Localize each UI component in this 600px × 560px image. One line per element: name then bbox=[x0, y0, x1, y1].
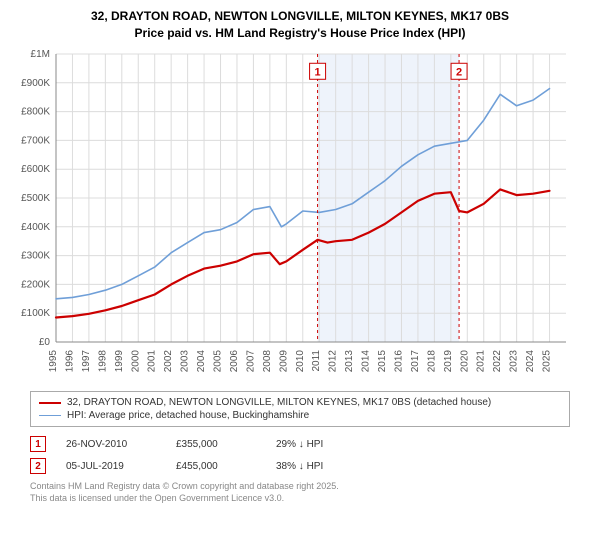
x-tick-label: 1999 bbox=[114, 350, 125, 373]
x-tick-label: 2024 bbox=[525, 350, 536, 373]
y-tick-label: £500K bbox=[21, 193, 50, 204]
transaction-row: 1 26-NOV-2010 £355,000 29% ↓ HPI bbox=[30, 433, 570, 455]
x-tick-label: 1998 bbox=[97, 350, 108, 373]
x-tick-label: 2006 bbox=[229, 350, 240, 373]
transaction-marker-number: 2 bbox=[456, 66, 462, 78]
legend-label: 32, DRAYTON ROAD, NEWTON LONGVILLE, MILT… bbox=[67, 397, 491, 408]
y-tick-label: £200K bbox=[21, 280, 50, 291]
x-tick-label: 2022 bbox=[492, 350, 503, 373]
transaction-price: £355,000 bbox=[176, 439, 256, 450]
x-tick-label: 2005 bbox=[213, 350, 224, 373]
x-tick-label: 2020 bbox=[459, 350, 470, 373]
x-tick-label: 2002 bbox=[163, 350, 174, 373]
y-tick-label: £0 bbox=[39, 337, 51, 348]
legend-item: 32, DRAYTON ROAD, NEWTON LONGVILLE, MILT… bbox=[39, 396, 561, 409]
chart-container: 32, DRAYTON ROAD, NEWTON LONGVILLE, MILT… bbox=[0, 0, 600, 505]
y-tick-label: £600K bbox=[21, 164, 50, 175]
x-tick-label: 1997 bbox=[81, 350, 92, 373]
legend-item: HPI: Average price, detached house, Buck… bbox=[39, 409, 561, 422]
x-tick-label: 2012 bbox=[328, 350, 339, 373]
x-tick-label: 2013 bbox=[344, 350, 355, 373]
x-tick-label: 1996 bbox=[64, 350, 75, 373]
transaction-delta: 38% ↓ HPI bbox=[276, 461, 323, 472]
copyright-notice: Contains HM Land Registry data © Crown c… bbox=[30, 481, 570, 504]
x-tick-label: 2019 bbox=[443, 350, 454, 373]
line-chart-svg: £0 £100K £200K £300K £400K £500K £600K £700K £80… bbox=[12, 46, 572, 376]
chart-title-line1: 32, DRAYTON ROAD, NEWTON LONGVILLE, MILT… bbox=[0, 0, 600, 26]
transaction-date: 26-NOV-2010 bbox=[66, 439, 156, 450]
chart-title-line2: Price paid vs. HM Land Registry's House … bbox=[0, 26, 600, 46]
x-tick-label: 2021 bbox=[476, 350, 487, 373]
y-tick-label: £900K bbox=[21, 78, 50, 89]
y-tick-label: £1M bbox=[31, 49, 50, 60]
copyright-line2: This data is licensed under the Open Gov… bbox=[30, 493, 570, 505]
legend-swatch bbox=[39, 415, 61, 416]
x-tick-label: 2014 bbox=[361, 350, 372, 373]
x-tick-label: 2001 bbox=[147, 350, 158, 373]
transactions-table: 1 26-NOV-2010 £355,000 29% ↓ HPI 2 05-JUL-201… bbox=[30, 433, 570, 477]
y-tick-label: £300K bbox=[21, 251, 50, 262]
legend-label: HPI: Average price, detached house, Buck… bbox=[67, 410, 309, 421]
x-tick-label: 2003 bbox=[180, 350, 191, 373]
x-tick-label: 2018 bbox=[426, 350, 437, 373]
transaction-date: 05-JUL-2019 bbox=[66, 461, 156, 472]
y-tick-label: £100K bbox=[21, 308, 50, 319]
x-tick-label: 2025 bbox=[542, 350, 553, 373]
y-tick-label: £800K bbox=[21, 107, 50, 118]
transaction-delta: 29% ↓ HPI bbox=[276, 439, 323, 450]
x-tick-label: 2004 bbox=[196, 350, 207, 373]
x-tick-label: 2011 bbox=[311, 350, 322, 372]
y-tick-label: £400K bbox=[21, 222, 50, 233]
x-tick-label: 2010 bbox=[295, 350, 306, 373]
legend: 32, DRAYTON ROAD, NEWTON LONGVILLE, MILT… bbox=[30, 391, 570, 427]
x-tick-label: 2016 bbox=[393, 350, 404, 373]
transaction-marker-icon: 2 bbox=[30, 458, 46, 474]
x-tick-label: 2007 bbox=[245, 350, 256, 373]
x-tick-label: 2000 bbox=[130, 350, 141, 373]
legend-swatch bbox=[39, 402, 61, 404]
chart-plot-area: £0 £100K £200K £300K £400K £500K £600K £700K £80… bbox=[12, 46, 588, 381]
x-tick-label: 2009 bbox=[278, 350, 289, 373]
x-tick-label: 2017 bbox=[410, 350, 421, 373]
transaction-marker-icon: 1 bbox=[30, 436, 46, 452]
transaction-price: £455,000 bbox=[176, 461, 256, 472]
x-tick-label: 2008 bbox=[262, 350, 273, 373]
x-tick-label: 2015 bbox=[377, 350, 388, 373]
y-tick-label: £700K bbox=[21, 136, 50, 147]
x-tick-label: 2023 bbox=[509, 350, 520, 373]
transaction-row: 2 05-JUL-2019 £455,000 38% ↓ HPI bbox=[30, 455, 570, 477]
x-tick-label: 1995 bbox=[48, 350, 59, 373]
copyright-line1: Contains HM Land Registry data © Crown c… bbox=[30, 481, 570, 493]
transaction-marker-number: 1 bbox=[315, 66, 321, 78]
